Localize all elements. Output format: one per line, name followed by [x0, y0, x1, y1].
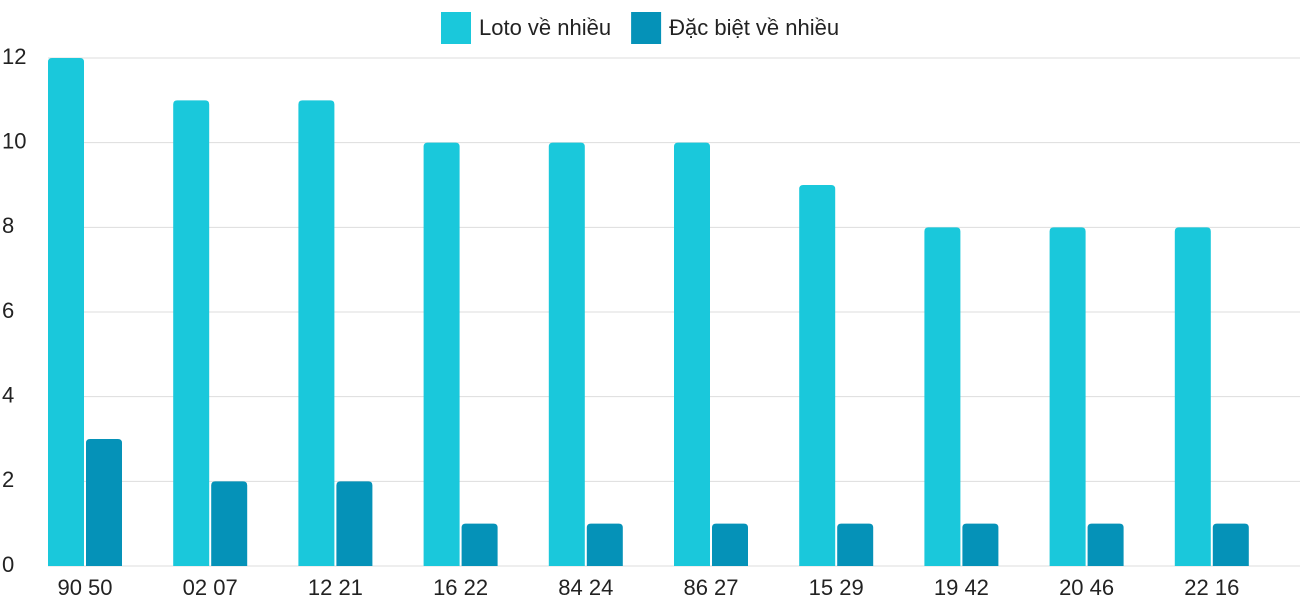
bar [423, 142, 460, 566]
legend-swatch [441, 12, 471, 44]
bar [86, 439, 122, 566]
bar [962, 523, 999, 566]
y-tick-label: 8 [2, 213, 14, 238]
bar [837, 523, 874, 566]
x-tick-label: 12 21 [308, 575, 363, 600]
y-tick-label: 10 [2, 128, 26, 153]
bar [586, 523, 623, 566]
x-tick-label: 20 46 [1059, 575, 1114, 600]
x-tick-label: 84 24 [558, 575, 613, 600]
bar [548, 142, 585, 566]
legend-label: Đặc biệt về nhiều [669, 15, 839, 40]
bar [298, 100, 335, 566]
bar [336, 481, 373, 566]
bar [1174, 227, 1211, 567]
y-tick-label: 12 [2, 44, 26, 69]
bar [712, 523, 748, 566]
bar [461, 523, 498, 566]
bar [1212, 523, 1249, 566]
bar [799, 185, 836, 566]
bar [211, 481, 248, 566]
bar [173, 100, 210, 566]
x-tick-label: 02 07 [183, 575, 238, 600]
bar [1049, 227, 1086, 567]
y-tick-label: 6 [2, 298, 14, 323]
y-tick-label: 4 [2, 382, 14, 407]
bar [674, 142, 710, 566]
y-tick-label: 0 [2, 552, 14, 577]
x-tick-label: 86 27 [683, 575, 738, 600]
x-tick-label: 90 50 [57, 575, 112, 600]
legend-swatch [631, 12, 662, 44]
bar [48, 58, 84, 566]
x-tick-label: 16 22 [433, 575, 488, 600]
x-tick-label: 22 16 [1184, 575, 1239, 600]
x-tick-label: 15 29 [809, 575, 864, 600]
y-tick-label: 2 [2, 467, 14, 492]
bar [924, 227, 961, 567]
x-tick-label: 19 42 [934, 575, 989, 600]
legend-label: Loto về nhiều [479, 15, 611, 40]
bar [1087, 523, 1124, 566]
